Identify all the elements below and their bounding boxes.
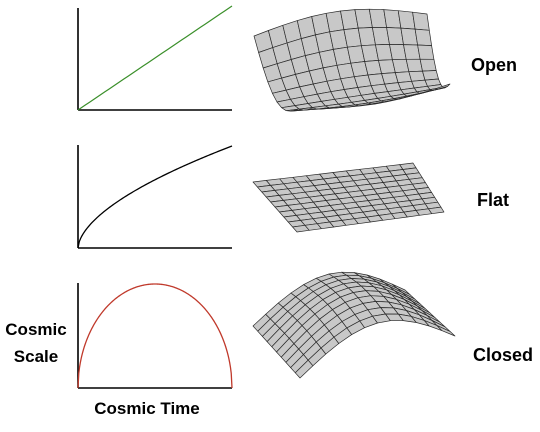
flat-plane-surface bbox=[252, 162, 445, 233]
surface-grid-cell bbox=[436, 325, 456, 337]
y-axis-label-line2: Scale bbox=[14, 347, 58, 366]
x-axis-label: Cosmic Time bbox=[94, 399, 200, 418]
surface-grid-cell bbox=[405, 58, 423, 73]
surface-grid-cell bbox=[428, 206, 445, 215]
row-flat: Flat bbox=[77, 145, 509, 249]
row-closed: Closed bbox=[77, 271, 533, 389]
surface-grid-cell bbox=[414, 28, 432, 46]
plot-open bbox=[77, 5, 233, 111]
dome-surface bbox=[252, 271, 456, 379]
surface-grid-cell bbox=[422, 70, 439, 81]
scale-curve-closed bbox=[77, 283, 233, 389]
plot-flat bbox=[77, 145, 233, 249]
scale-curve-flat bbox=[77, 145, 233, 249]
plot-closed bbox=[77, 283, 233, 389]
y-axis-label-line1: Cosmic bbox=[5, 320, 66, 339]
surface-grid-cell bbox=[412, 11, 430, 31]
geometry-label-flat: Flat bbox=[477, 190, 509, 210]
surface-grid-cell bbox=[419, 58, 437, 72]
geometry-label-open: Open bbox=[471, 55, 517, 75]
surface-grid-cell bbox=[434, 83, 451, 91]
surface-grid-cell bbox=[417, 44, 435, 60]
saddle-surface bbox=[253, 8, 451, 112]
scale-curve-open bbox=[77, 5, 233, 111]
row-open: Open bbox=[77, 5, 517, 112]
geometry-label-closed: Closed bbox=[473, 345, 533, 365]
